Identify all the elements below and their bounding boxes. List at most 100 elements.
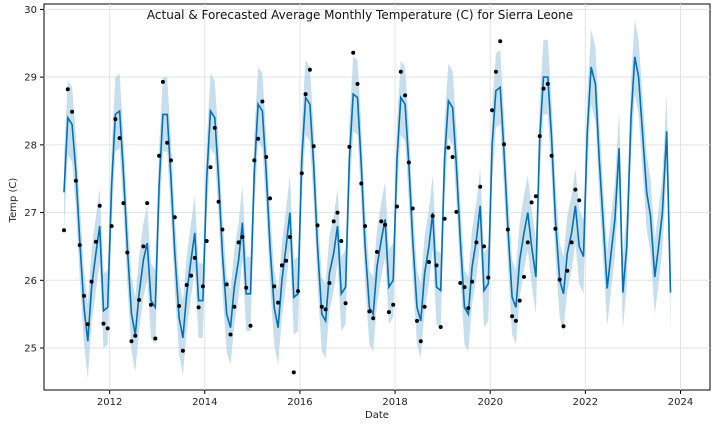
x-tick-label: 2022: [573, 397, 598, 408]
actual-point: [240, 235, 245, 239]
actual-point: [232, 304, 237, 309]
actual-point: [268, 196, 272, 201]
actual-point: [545, 81, 550, 86]
x-tick-label: 2014: [192, 397, 217, 408]
y-axis-label: Temp (C): [8, 178, 19, 224]
actual-point: [446, 145, 451, 150]
actual-point: [82, 293, 86, 298]
y-tick-label: 25: [24, 344, 37, 355]
actual-point: [204, 239, 209, 243]
actual-point: [97, 203, 102, 208]
actual-point: [379, 219, 384, 224]
actual-point: [522, 274, 526, 279]
actual-point: [561, 324, 566, 329]
actual-point: [375, 249, 379, 254]
actual-point: [208, 165, 213, 170]
actual-point: [557, 277, 562, 282]
y-axis-ticks: 25 26 27 28 29 30: [24, 5, 44, 355]
actual-point: [529, 200, 534, 205]
x-tick-label: 2024: [668, 397, 693, 408]
x-tick-label: 2018: [382, 397, 407, 408]
actual-point: [296, 289, 300, 294]
x-tick-label: 2016: [287, 397, 312, 408]
actual-point: [410, 206, 415, 211]
actual-point: [121, 201, 126, 206]
actual-point: [177, 304, 182, 308]
actual-point: [315, 223, 320, 228]
actual-point: [363, 224, 368, 229]
actual-point: [93, 239, 98, 244]
actual-point: [276, 300, 281, 305]
actual-point: [165, 140, 170, 145]
actual-point: [335, 210, 340, 215]
actual-point: [220, 227, 225, 232]
actual-point: [272, 284, 277, 289]
actual-point: [478, 184, 483, 189]
actual-point: [284, 258, 289, 263]
actual-point: [141, 244, 146, 249]
actual-point: [577, 198, 582, 203]
actual-point: [450, 155, 455, 159]
actual-point: [438, 325, 443, 329]
actual-point: [180, 348, 185, 353]
actual-point: [573, 187, 578, 192]
actual-point: [244, 285, 249, 290]
actual-point: [73, 178, 78, 183]
actual-point: [415, 318, 419, 323]
actual-point: [248, 323, 253, 328]
actual-point: [303, 92, 308, 97]
actual-point: [426, 260, 431, 264]
actual-point: [525, 240, 530, 245]
plot-area: [43, 3, 711, 391]
actual-point: [62, 228, 66, 233]
actual-point: [517, 298, 522, 303]
actual-point: [145, 201, 150, 206]
actual-point: [386, 310, 391, 315]
actual-point: [77, 243, 82, 248]
actual-point: [169, 158, 173, 163]
x-tick-label: 2020: [477, 397, 502, 408]
actual-point: [458, 281, 463, 285]
x-tick-label: 2012: [97, 397, 122, 408]
actual-point: [105, 326, 110, 331]
actual-point: [513, 318, 518, 323]
actual-point: [391, 302, 396, 307]
actual-point: [133, 333, 138, 338]
actual-point: [200, 284, 205, 289]
actual-point: [398, 69, 403, 74]
actual-point: [117, 136, 122, 141]
actual-point: [339, 239, 344, 243]
uncertainty-band: [64, 19, 671, 379]
actual-point: [160, 79, 165, 84]
actual-point: [351, 50, 356, 55]
chart-title: Actual & Forecasted Average Monthly Temp…: [147, 8, 573, 22]
actual-point: [101, 321, 106, 326]
actual-point: [430, 214, 435, 218]
actual-point: [498, 39, 503, 44]
actual-point: [565, 268, 570, 273]
actual-point: [533, 194, 538, 199]
actual-point: [260, 99, 265, 104]
actual-point: [395, 204, 399, 209]
actual-points: [62, 39, 582, 375]
actual-point: [466, 306, 471, 311]
actual-point: [371, 316, 376, 321]
actual-point: [279, 263, 284, 268]
actual-point: [331, 219, 336, 224]
actual-point: [65, 87, 70, 92]
actual-point: [256, 136, 261, 141]
actual-point: [474, 240, 479, 245]
actual-point: [383, 222, 388, 227]
actual-point: [359, 181, 364, 186]
actual-point: [157, 153, 162, 158]
actual-point: [482, 244, 486, 249]
y-tick-label: 29: [24, 73, 37, 84]
actual-point: [327, 281, 332, 285]
actual-point: [355, 81, 360, 86]
actual-point: [406, 160, 411, 165]
x-axis-ticks: 2012 2014 2016 2018 2020 2022 2024: [97, 390, 693, 408]
actual-point: [549, 153, 554, 158]
actual-point: [196, 305, 201, 310]
actual-point: [189, 273, 193, 278]
